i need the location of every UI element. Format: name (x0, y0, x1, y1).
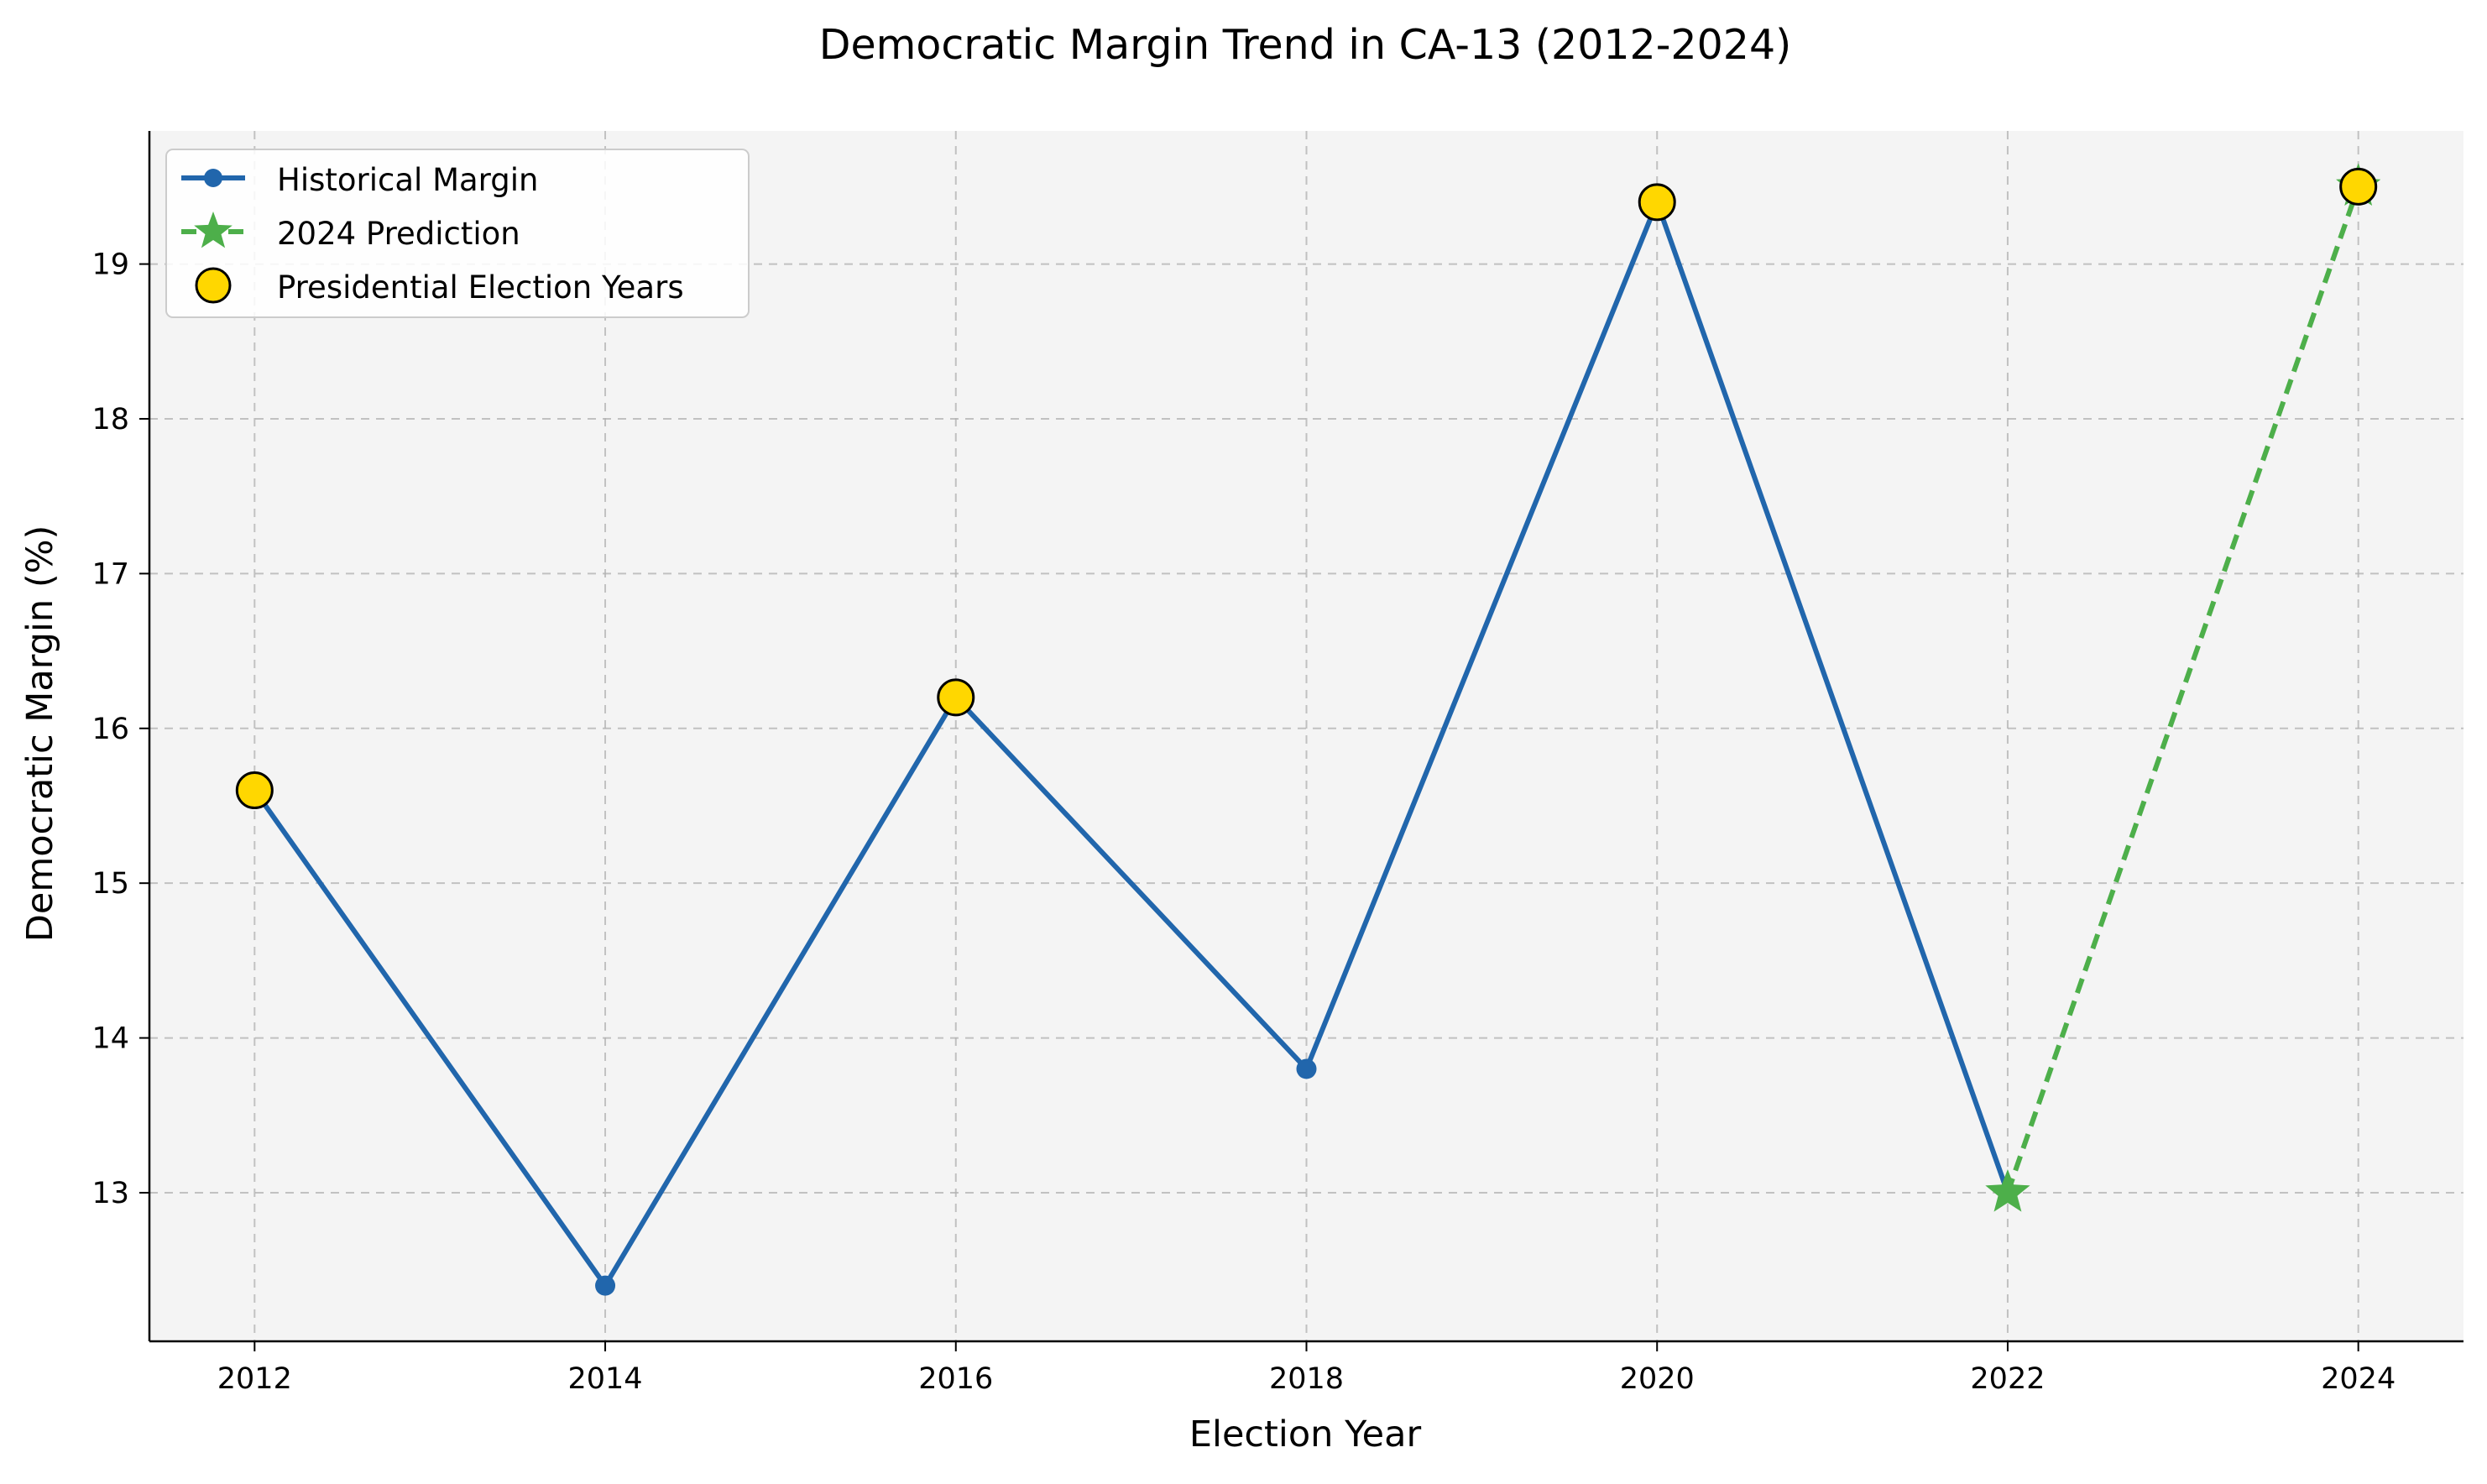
presidential-year-point (235, 771, 274, 810)
x-tick-label: 2018 (1269, 1362, 1344, 1396)
legend-box (165, 149, 750, 318)
legend-label-prediction: 2024 Prediction (277, 216, 520, 252)
legend-historical-marker (204, 169, 222, 187)
x-tick-label: 2024 (2321, 1362, 2396, 1396)
x-tick-label: 2022 (1970, 1362, 2045, 1396)
y-tick-label: 17 (91, 557, 129, 591)
legend: Historical Margin 2024 Prediction Presid… (165, 149, 750, 318)
y-tick-label: 13 (91, 1177, 129, 1210)
presidential-year-point (1638, 183, 1676, 222)
x-tick-label: 2014 (568, 1362, 643, 1396)
legend-item-historical: Historical Margin (181, 162, 538, 198)
series-layer (235, 163, 2381, 1296)
historical-margin-point (595, 1275, 616, 1296)
presidential-year-point (937, 678, 975, 717)
legend-presidential-marker (195, 267, 232, 304)
prediction-point (1985, 1168, 2030, 1212)
y-tick-label: 16 (91, 713, 129, 746)
legend-prediction-marker (194, 212, 233, 248)
historical-margin-line (252, 199, 2010, 1288)
x-tick-label: 2020 (1620, 1362, 1695, 1396)
legend-label-presidential: Presidential Election Years (277, 269, 684, 306)
y-tick-label: 15 (91, 867, 129, 901)
tick-labels: 2012 2014 2016 2018 2020 2022 2024 13 14 15 16 17 18… (91, 248, 2396, 1396)
y-tick-label: 14 (91, 1022, 129, 1056)
legend-item-prediction: 2024 Prediction (181, 212, 520, 252)
x-tick-label: 2012 (217, 1362, 292, 1396)
historical-margin-point (1296, 1058, 1317, 1079)
legend-item-presidential: Presidential Election Years (195, 267, 684, 306)
y-tick-label: 19 (91, 248, 129, 282)
x-axis-label: Election Year (1189, 1413, 1422, 1455)
prediction-line (2005, 186, 2361, 1194)
y-axis-label: Democratic Margin (%) (19, 525, 61, 943)
x-tick-label: 2016 (918, 1362, 993, 1396)
presidential-year-point (2339, 167, 2378, 206)
y-tick-label: 18 (91, 403, 129, 436)
legend-label-historical: Historical Margin (277, 162, 538, 198)
chart-title: Democratic Margin Trend in CA-13 (2012-2… (819, 21, 1792, 69)
axes (139, 131, 2463, 1351)
